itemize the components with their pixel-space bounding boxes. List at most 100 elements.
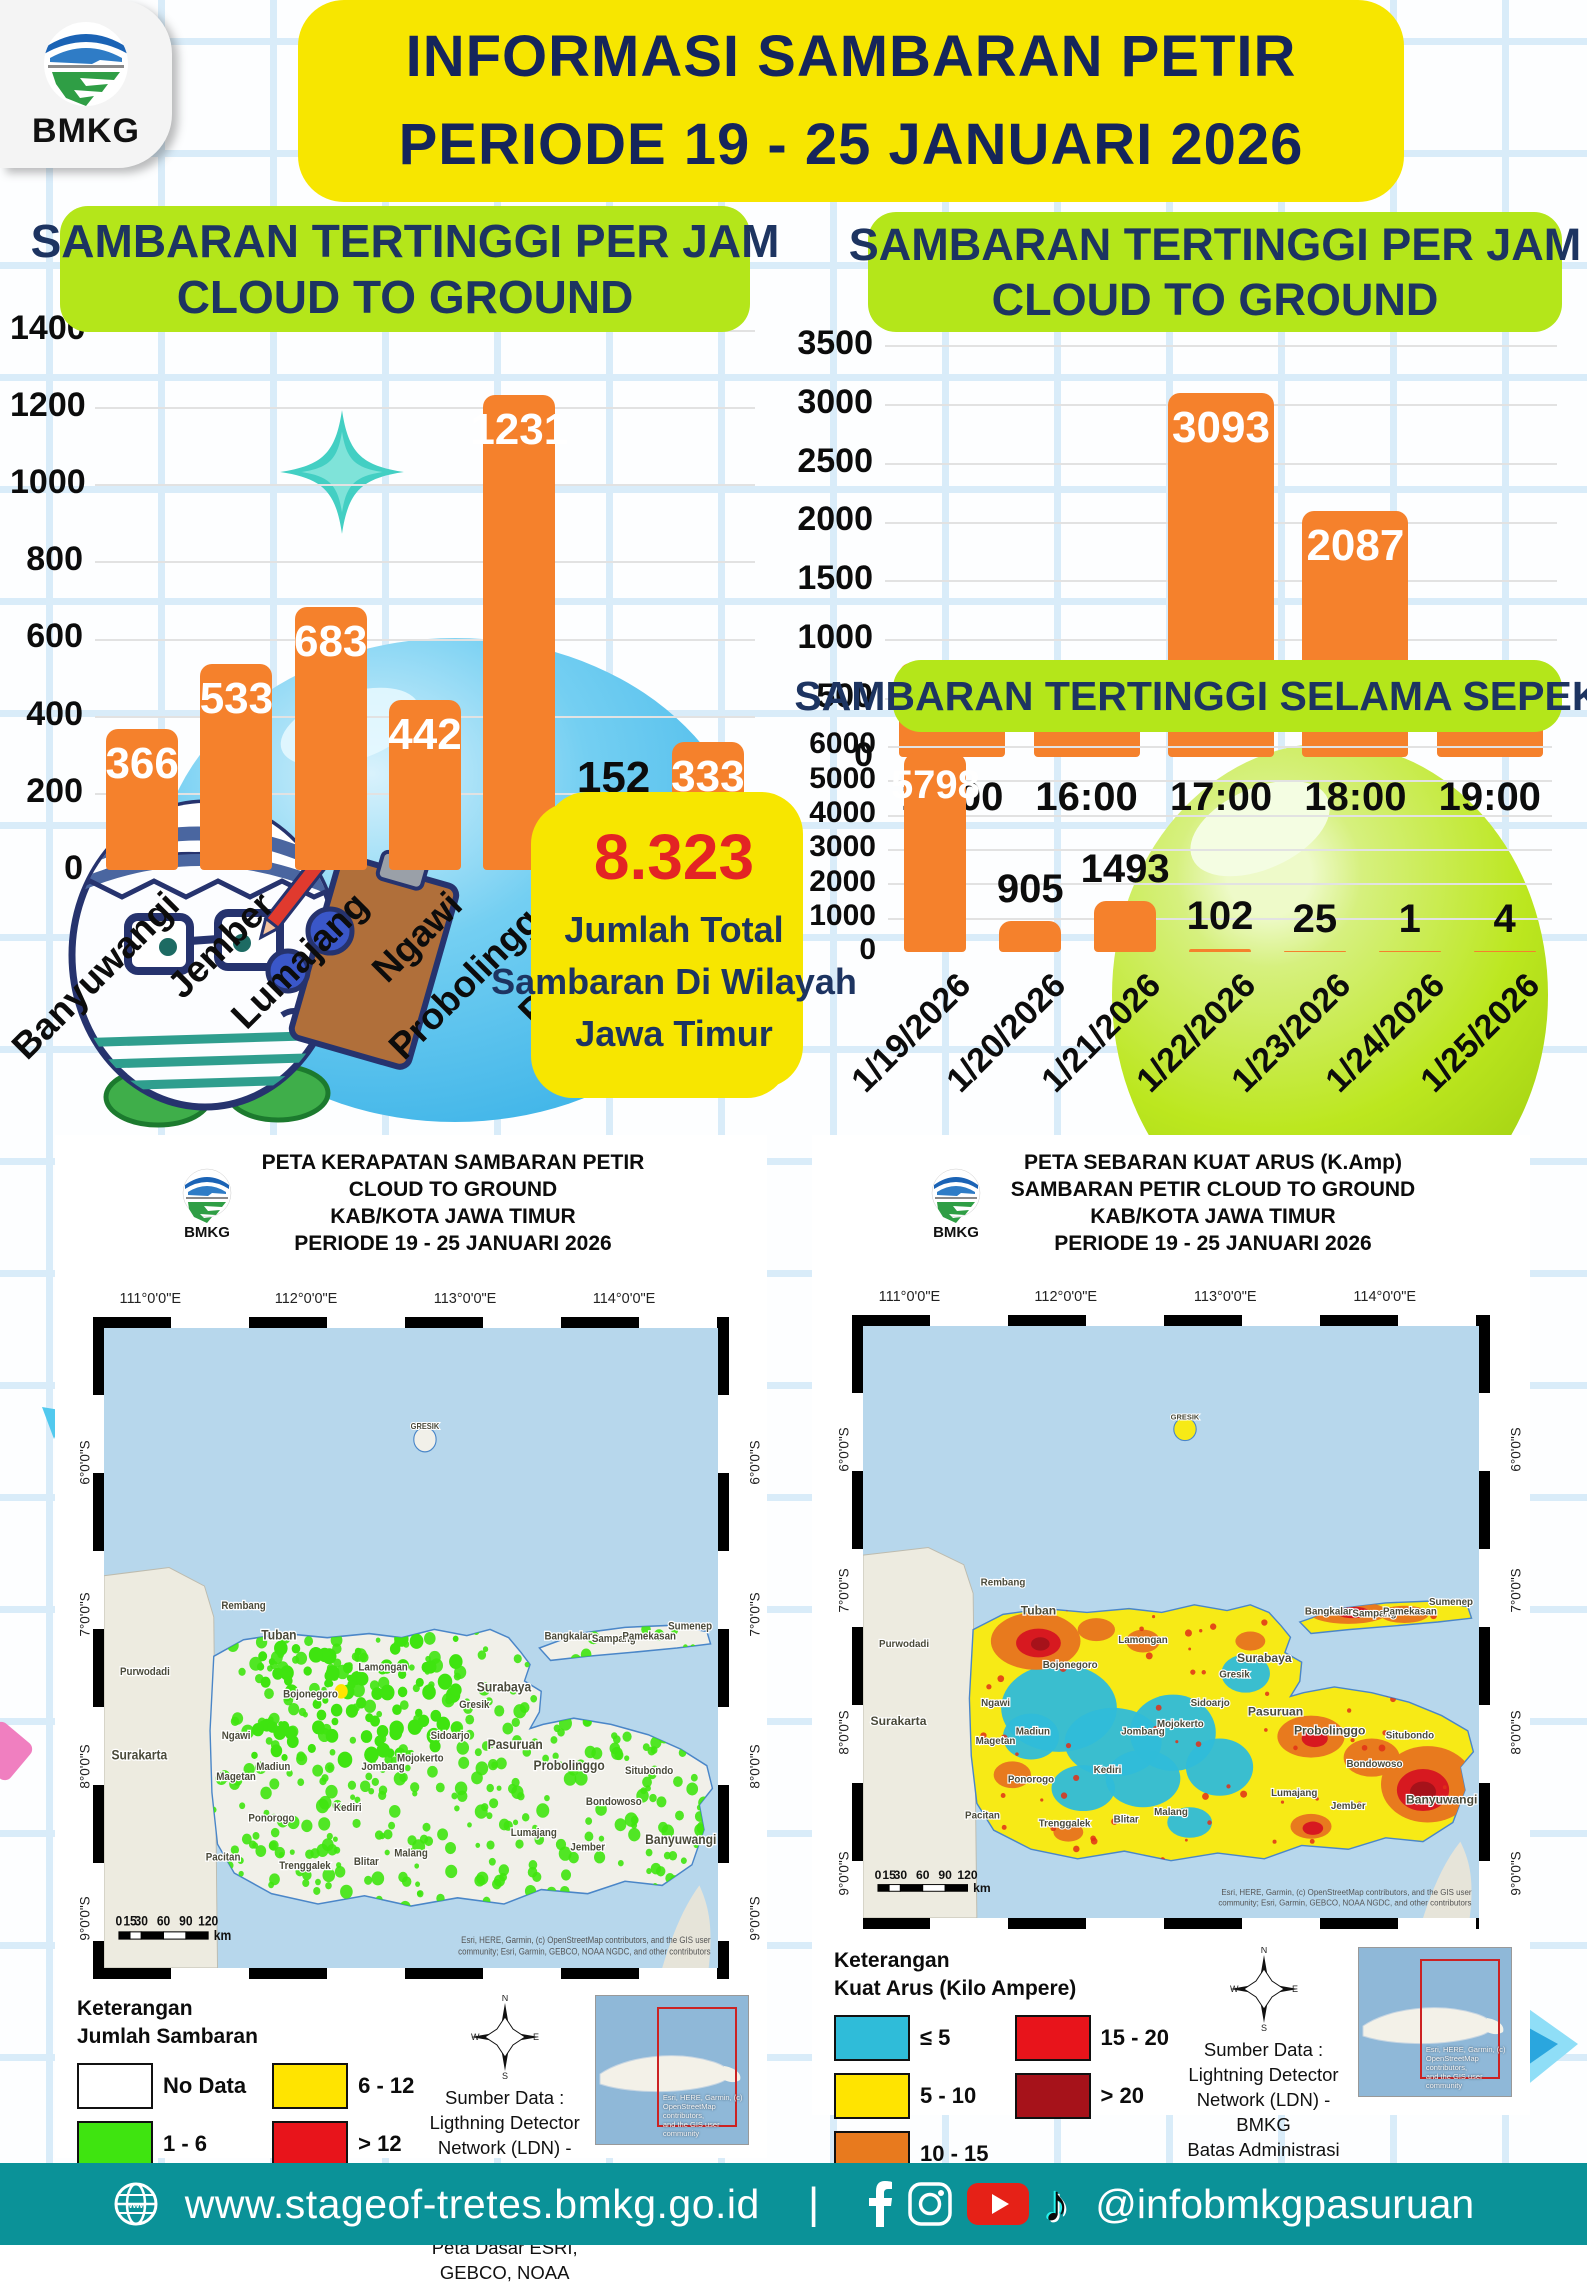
- bar-value-label: 1231: [470, 405, 569, 455]
- scale-unit: km: [214, 1928, 231, 1944]
- inset-canvas: [1362, 1959, 1504, 2079]
- lat-label: 7°0'0"S: [836, 1568, 852, 1613]
- scale-label: 15: [882, 1868, 896, 1882]
- facebook-icon[interactable]: [867, 2181, 893, 2227]
- place-label: Sampang: [1352, 1608, 1396, 1619]
- place-label: Situbondo: [625, 1766, 673, 1778]
- place-label: Jombang: [361, 1761, 404, 1773]
- total-label-2: Sambaran Di Wilayah: [491, 961, 857, 1002]
- place-label: Lamongan: [1118, 1635, 1168, 1646]
- bawean-island: [413, 1426, 437, 1453]
- bar-value-label: 102: [1186, 894, 1254, 939]
- java-island: [599, 2055, 730, 2093]
- place-label: Madiun: [256, 1761, 290, 1773]
- map-title-line: PERIODE 19 - 25 JANUARI 2026: [1054, 1232, 1372, 1255]
- place-label: Pamekasan: [1383, 1606, 1437, 1617]
- inset-canvas: [599, 2007, 741, 2127]
- map-attribution: Esri, HERE, Garmin, (c) OpenStreetMap co…: [461, 1935, 711, 1946]
- place-label: Ngawi: [981, 1698, 1010, 1709]
- compass-n: N: [501, 1995, 508, 2003]
- legend-items-column: Keterangan Kuat Arus (Kilo Ampere) ≤ 5 5 - …: [834, 1947, 1169, 2189]
- y-axis-tick: 1500: [797, 559, 873, 598]
- source-line: Sumber Data :: [445, 2087, 565, 2108]
- lat-label: 6°0'0"S: [747, 1439, 763, 1485]
- place-label: Rembang: [221, 1600, 265, 1612]
- logo-text: BMKG: [32, 111, 140, 150]
- legend-item: 5 - 10: [834, 2073, 989, 2119]
- frame-edge: [852, 1315, 863, 1929]
- cyan-patch: [1051, 1765, 1115, 1812]
- social-handle[interactable]: @infobmkgpasuruan: [1095, 2180, 1475, 2227]
- legend-label: 15 - 20: [1100, 2025, 1170, 2050]
- bar: [1378, 951, 1441, 952]
- place-label: Kediri: [334, 1803, 362, 1815]
- mascot-body: [68, 799, 460, 1128]
- y-axis-tick: 1000: [809, 899, 876, 933]
- legend-label: No Data: [163, 2073, 247, 2098]
- bar: [904, 752, 967, 952]
- bar: [1094, 900, 1157, 952]
- map-title-line: PETA SEBARAN KUAT ARUS (K.Amp): [1023, 1151, 1402, 1174]
- section-title-text: CLOUD TO GROUND: [991, 274, 1439, 325]
- dark-red-core: [1409, 1781, 1437, 1803]
- inset-map: Esri, HERE, Garmin, (c) OpenStreetMap con…: [1358, 1947, 1512, 2097]
- scale-label: 30: [134, 1913, 147, 1929]
- legend-swatch: [834, 2073, 910, 2119]
- map-canvas: Surakarta Purwodadi Rembang Tuban Lamongan Bo…: [104, 1328, 718, 1968]
- youtube-icon[interactable]: [967, 2181, 1030, 2227]
- map-card-kerapatan: BMKG PETA KERAPATAN SAMBARAN PETIR CLOUD T…: [55, 1135, 767, 2283]
- bali-land: [662, 1885, 711, 1968]
- place-label: Banyuwangi: [1406, 1792, 1477, 1806]
- plot-area: 5798 1/19/2026 905 1/20/2026 1493 1/21/2026 10…: [844, 746, 1552, 1100]
- place-label: Probolinggo: [534, 1757, 605, 1773]
- bar: [1473, 951, 1536, 952]
- legend-columns: No Data 1 - 6 6 - 12 > 12: [77, 2063, 414, 2179]
- legend-items-column: Keterangan Jumlah Sambaran No Data 1 - 6 6 -…: [77, 1995, 414, 2179]
- place-label: Kediri: [1094, 1765, 1122, 1776]
- lon-label: 112°0'0"E: [274, 1291, 338, 1307]
- place-label: Trenggalek: [279, 1860, 331, 1872]
- place-label: Magetan: [216, 1772, 256, 1784]
- dark-red-core: [1031, 1637, 1050, 1651]
- y-axis-tick: 0: [859, 933, 876, 967]
- lon-axis: 111°0'0"E 112°0'0"E 113°0'0"E 114°0'0"E: [93, 1291, 729, 1311]
- place-label: Jember: [570, 1842, 605, 1854]
- inset-attribution-line: and the GIS user community: [662, 2120, 720, 2138]
- place-label: Tuban: [1021, 1603, 1056, 1617]
- bar-value-label: 1: [1398, 897, 1421, 941]
- place-label: Pasuruan: [1248, 1704, 1303, 1718]
- legend-col-2: 6 - 12 > 12: [272, 2063, 414, 2179]
- map-attribution: Esri, HERE, Garmin, (c) OpenStreetMap co…: [1221, 1888, 1471, 1897]
- bar-value-label: 366: [105, 738, 179, 788]
- y-axis-tick: 3500: [797, 323, 873, 362]
- instagram-icon[interactable]: [907, 2181, 953, 2227]
- x-category-label: 17:00: [1169, 775, 1273, 819]
- place-label: Surabaya: [477, 1679, 532, 1695]
- compass-s: S: [502, 2071, 508, 2079]
- cyan-patch: [1105, 1749, 1181, 1808]
- place-label: Ponorogo: [1008, 1774, 1054, 1785]
- lon-label: 111°0'0"E: [119, 1291, 182, 1307]
- place-label: Malang: [1154, 1807, 1188, 1818]
- place-label: Pasuruan: [488, 1737, 543, 1753]
- cyan-patch: [1167, 1807, 1213, 1838]
- scale-unit: km: [973, 1881, 991, 1895]
- bali-land: [1423, 1841, 1472, 1918]
- inset-attribution: Esri, HERE, Garmin, (c) OpenStreetMap con…: [663, 2093, 748, 2138]
- tiktok-icon[interactable]: ♪: [1043, 2175, 1070, 2233]
- orange-patch: [1077, 1618, 1115, 1642]
- place-label: Sumenep: [668, 1621, 712, 1633]
- legend-label: 10 - 15: [920, 2141, 989, 2166]
- inset-attribution-line: OpenStreetMap contributors,: [1425, 2054, 1479, 2072]
- place-label: Sampang: [592, 1633, 636, 1645]
- place-label: Bondowoso: [586, 1796, 642, 1808]
- bar-value-label: 5798: [890, 762, 980, 807]
- cyan-patch: [1185, 1738, 1254, 1796]
- compass-w: W: [1230, 1984, 1239, 1994]
- logo-text: BMKG: [184, 1224, 230, 1239]
- website-link[interactable]: www.stageof-tretes.bmkg.go.id: [184, 2180, 760, 2227]
- main-title: INFORMASI SAMBARAN PETIR PERIODE 19 - 25…: [298, 0, 1404, 202]
- legend-item: 1 - 6: [77, 2121, 246, 2167]
- section-header-right-chart: SAMBARAN TERTINGGI PER JAM CLOUD TO GROU…: [849, 212, 1581, 332]
